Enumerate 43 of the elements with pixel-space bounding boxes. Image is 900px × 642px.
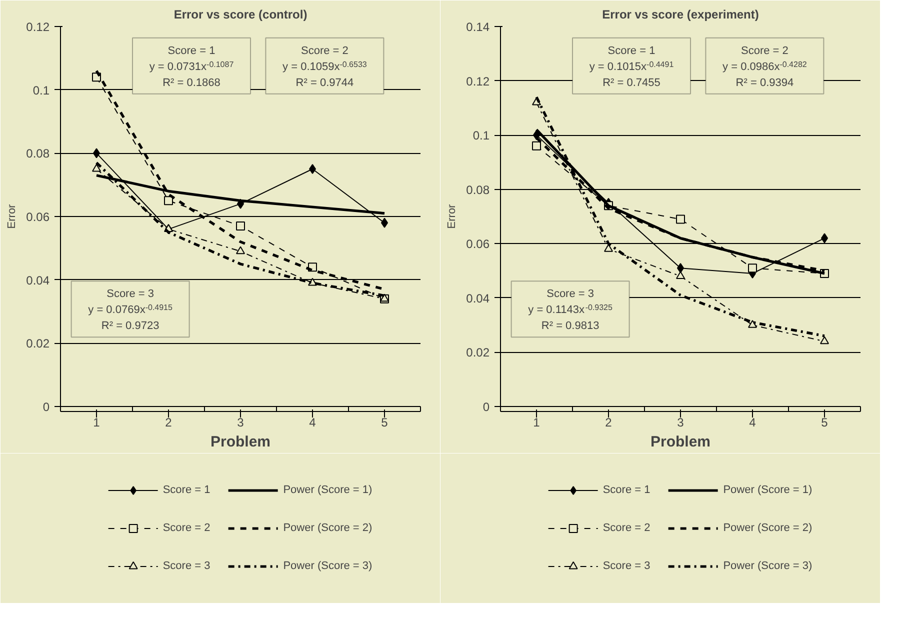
legend-label: Power (Score = 2) bbox=[723, 522, 812, 534]
legend-label: Power (Score = 1) bbox=[283, 484, 372, 496]
x-tick-label: 5 bbox=[821, 416, 828, 430]
x-tick-label: 2 bbox=[165, 416, 172, 430]
y-tick-label: 0.04 bbox=[26, 273, 50, 288]
x-tick-label: 1 bbox=[533, 416, 540, 430]
x-tick-label: 3 bbox=[677, 416, 684, 430]
y-tick-label: 0.1 bbox=[472, 128, 490, 143]
x-axis-title: Problem bbox=[210, 434, 271, 450]
legend-label: Score = 2 bbox=[602, 522, 650, 534]
x-tick-label: 1 bbox=[93, 416, 100, 430]
legend-label: Score = 1 bbox=[602, 484, 650, 496]
y-tick-label: 0.02 bbox=[26, 336, 50, 351]
y-axis-title: Error bbox=[446, 204, 458, 229]
x-tick-label: 5 bbox=[381, 416, 388, 430]
y-tick-label: 0.14 bbox=[466, 20, 490, 34]
x-tick-label: 4 bbox=[309, 416, 316, 430]
y-tick-label: 0.08 bbox=[466, 182, 490, 197]
legend-label: Score = 2 bbox=[162, 522, 210, 534]
y-tick-label: 0.06 bbox=[466, 237, 490, 252]
y-tick-label: 0.1 bbox=[32, 83, 50, 98]
y-tick-label: 0.04 bbox=[466, 291, 490, 306]
y-tick-label: 0.12 bbox=[466, 74, 490, 88]
legend-label: Score = 1 bbox=[162, 484, 210, 496]
x-tick-label: 3 bbox=[237, 416, 244, 430]
chart-title: Error vs score (experiment) bbox=[602, 8, 759, 22]
chart-title: Error vs score (control) bbox=[174, 8, 308, 22]
y-tick-label: 0.08 bbox=[26, 146, 50, 161]
y-tick-label: 0.06 bbox=[26, 210, 50, 224]
y-tick-label: 0.02 bbox=[466, 346, 490, 360]
legend-label: Power (Score = 1) bbox=[723, 484, 812, 496]
legend-label: Score = 3 bbox=[602, 560, 650, 572]
x-axis-title: Problem bbox=[650, 434, 711, 450]
x-tick-label: 4 bbox=[749, 416, 756, 430]
legend-label: Score = 3 bbox=[162, 560, 210, 572]
legend-label: Power (Score = 3) bbox=[723, 560, 812, 572]
legend-label: Power (Score = 2) bbox=[283, 522, 372, 534]
legend-label: Power (Score = 3) bbox=[283, 560, 372, 572]
y-tick-label: 0 bbox=[482, 400, 490, 414]
y-tick-label: 0.12 bbox=[26, 20, 50, 34]
y-axis-title: Error bbox=[6, 204, 18, 229]
x-tick-label: 2 bbox=[605, 416, 612, 430]
y-tick-label: 0 bbox=[42, 400, 50, 414]
